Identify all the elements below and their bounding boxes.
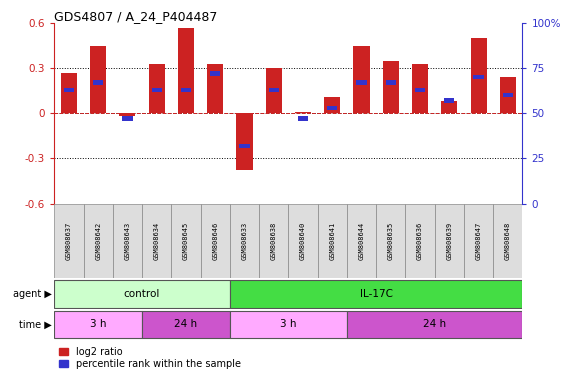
Bar	[441, 101, 457, 113]
Text: GSM808633: GSM808633	[242, 222, 247, 260]
Bar	[356, 80, 367, 85]
Text: GSM808639: GSM808639	[447, 222, 452, 260]
Bar	[142, 311, 230, 338]
Bar	[266, 68, 282, 113]
Bar	[385, 80, 396, 85]
Bar	[317, 204, 347, 278]
Bar	[493, 204, 522, 278]
Text: GSM808641: GSM808641	[329, 222, 335, 260]
Text: control: control	[124, 289, 160, 299]
Text: GSM808643: GSM808643	[124, 222, 130, 260]
Text: GSM808640: GSM808640	[300, 222, 306, 260]
Bar	[473, 75, 484, 79]
Bar	[324, 97, 340, 113]
Text: GSM808636: GSM808636	[417, 222, 423, 260]
Text: GSM808642: GSM808642	[95, 222, 101, 260]
Text: 3 h: 3 h	[280, 319, 296, 329]
Bar	[210, 71, 220, 76]
Bar	[500, 77, 516, 113]
Bar	[353, 46, 369, 113]
Bar	[298, 116, 308, 121]
Bar	[295, 112, 311, 113]
Bar	[113, 204, 142, 278]
Bar	[178, 28, 194, 113]
Text: GDS4807 / A_24_P404487: GDS4807 / A_24_P404487	[54, 10, 218, 23]
Text: GSM808646: GSM808646	[212, 222, 218, 260]
Bar	[171, 204, 200, 278]
Bar	[181, 88, 191, 92]
Bar	[444, 98, 455, 103]
Bar	[200, 204, 230, 278]
Text: 24 h: 24 h	[423, 319, 446, 329]
Bar	[230, 280, 522, 308]
Bar	[54, 311, 142, 338]
Text: GSM808648: GSM808648	[505, 222, 511, 260]
Bar	[327, 106, 337, 110]
Text: GSM808645: GSM808645	[183, 222, 189, 260]
Bar	[347, 311, 522, 338]
Bar	[412, 64, 428, 113]
Text: IL-17C: IL-17C	[360, 289, 393, 299]
Bar	[142, 204, 171, 278]
Bar	[122, 116, 132, 121]
Bar	[288, 204, 317, 278]
Bar	[207, 64, 223, 113]
Text: 3 h: 3 h	[90, 319, 106, 329]
Bar	[236, 113, 252, 170]
Text: GSM808644: GSM808644	[359, 222, 364, 260]
Bar	[64, 88, 74, 92]
Text: GSM808635: GSM808635	[388, 222, 394, 260]
Bar	[471, 38, 486, 113]
Bar	[464, 204, 493, 278]
Bar	[54, 280, 230, 308]
Bar	[61, 73, 77, 113]
Text: GSM808637: GSM808637	[66, 222, 72, 260]
Bar	[90, 46, 106, 113]
Text: GSM808634: GSM808634	[154, 222, 160, 260]
Bar	[230, 311, 347, 338]
Bar	[405, 204, 435, 278]
Text: 24 h: 24 h	[174, 319, 198, 329]
Bar	[259, 204, 288, 278]
Bar	[230, 204, 259, 278]
Legend: log2 ratio, percentile rank within the sample: log2 ratio, percentile rank within the s…	[59, 347, 240, 369]
Bar	[93, 80, 103, 85]
Bar	[148, 64, 164, 113]
Bar	[83, 204, 112, 278]
Bar	[54, 204, 83, 278]
Text: time ▶: time ▶	[19, 319, 51, 329]
Text: GSM808638: GSM808638	[271, 222, 277, 260]
Bar	[383, 61, 399, 113]
Bar	[268, 88, 279, 92]
Bar	[435, 204, 464, 278]
Bar	[151, 88, 162, 92]
Bar	[502, 93, 513, 98]
Text: GSM808647: GSM808647	[476, 222, 481, 260]
Bar	[119, 113, 135, 116]
Bar	[347, 204, 376, 278]
Bar	[376, 204, 405, 278]
Bar	[415, 88, 425, 92]
Text: agent ▶: agent ▶	[13, 289, 51, 299]
Bar	[239, 144, 250, 148]
